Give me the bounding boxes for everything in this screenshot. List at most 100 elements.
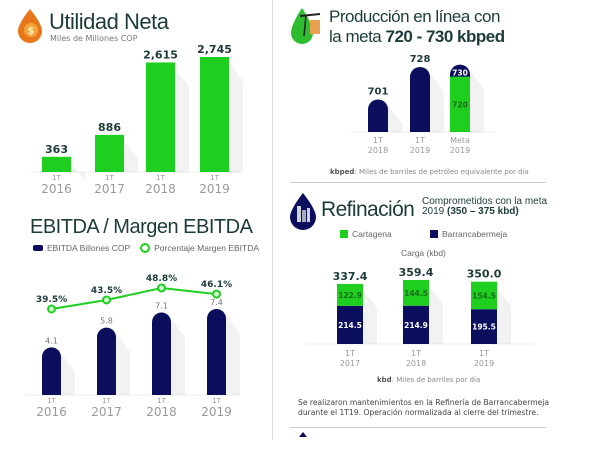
bar-shadow — [497, 287, 511, 344]
margin-label: 43.5% — [91, 286, 122, 296]
ebitda-bar — [42, 347, 61, 395]
category-label-line1: 1T — [411, 349, 421, 358]
total-label: 337.4 — [333, 270, 368, 283]
refinacion-subtitle-line1: Comprometidos con la meta — [422, 196, 548, 207]
description-line1: Se realizaron mantenimientos en la Refin… — [298, 398, 550, 407]
total-label: 350.0 — [467, 268, 502, 281]
utilidad-subtitle: Miles de Millones COP — [50, 34, 138, 43]
bar — [200, 57, 229, 172]
category-label-line2: 2019 — [410, 146, 430, 155]
refinacion-chart-label: Carga (kbd) — [401, 248, 446, 258]
subtitle-year: 2019 — [422, 206, 448, 217]
stacked-segment-cartagena — [471, 281, 497, 310]
margin-label: 39.5% — [36, 295, 67, 305]
category-quarter-label: 1T — [157, 397, 166, 405]
svg-text:$: $ — [28, 26, 35, 37]
margin-line — [51, 286, 217, 310]
subtitle-range: (350 – 375 kbd) — [447, 206, 519, 217]
stacked-segment-barrancabermeja — [337, 305, 363, 344]
margin-point — [102, 295, 111, 305]
ebitda-bar — [152, 312, 171, 395]
legend-bar-label: EBITDA Billones COP — [47, 243, 131, 253]
category-quarter-label: 1T — [210, 174, 219, 182]
category-year-label: 2016 — [36, 405, 67, 419]
production-bar — [410, 67, 430, 132]
stacked-segment-cartagena — [337, 283, 363, 306]
footnote-abbr: kbped — [330, 168, 355, 176]
ebitda-bar — [97, 327, 116, 395]
footnote-text: : Miles de barriles de petróleo equivale… — [354, 168, 529, 176]
ebitda-legend: EBITDA Billones COP Porcentaje Margen EB… — [33, 243, 259, 253]
legend-green-swatch — [340, 230, 348, 238]
refinacion-title: Refinación — [321, 198, 415, 221]
segment-label: 144.5 — [404, 289, 428, 298]
margin-point — [47, 304, 56, 314]
target-high-label: 730 — [452, 69, 468, 78]
legend-green-label: Cartagena — [352, 229, 392, 239]
bar-shadow — [175, 68, 189, 172]
category-label-line1: 1T — [415, 136, 425, 145]
stacked-segment-cartagena — [403, 280, 429, 306]
category-label-line2: 2018 — [368, 146, 388, 155]
category-label-line1: 1T — [373, 136, 383, 145]
production-value-label: 701 — [368, 87, 389, 98]
bar-shadow — [171, 318, 185, 395]
bar — [95, 134, 124, 172]
category-quarter-label: 1T — [47, 397, 56, 405]
legend-navy-label: Barrancabermeja — [442, 229, 508, 239]
bar-shadow — [363, 289, 377, 344]
category-label-line2: 2019 — [474, 359, 494, 368]
refinacion-subtitle-line2: 2019 (350 – 375 kbd) — [422, 207, 547, 217]
segment-label: 195.5 — [472, 323, 496, 332]
segment-label: 214.5 — [338, 321, 362, 330]
target-low-bar — [450, 76, 470, 132]
ebitda-bar-label: 4.1 — [45, 336, 58, 345]
ebitda-bar-label: 5.8 — [100, 317, 113, 326]
segment-label: 214.9 — [404, 321, 428, 330]
category-quarter-label: 1T — [156, 174, 165, 182]
bar-value-label: 2,615 — [143, 48, 178, 61]
category-year-label: 2018 — [146, 405, 177, 419]
target-low-label: 720 — [452, 100, 468, 109]
produccion-divider — [290, 182, 546, 183]
ebitda-bar-label: 7.4 — [210, 298, 223, 307]
category-label-line1: 1T — [479, 349, 489, 358]
bar-shadow — [116, 333, 130, 395]
category-year-label: 2017 — [91, 405, 122, 419]
triangle-icon — [299, 432, 307, 437]
bar-shadow — [470, 70, 484, 132]
category-year-label: 2019 — [201, 405, 232, 419]
category-year-label: 2017 — [94, 182, 125, 196]
ebitda-bar — [207, 309, 226, 395]
stacked-segment-barrancabermeja — [403, 305, 429, 344]
category-label-line2: 2019 — [450, 146, 470, 155]
bar-value-label: 886 — [98, 121, 121, 134]
category-quarter-label: 1T — [212, 397, 221, 405]
refinacion-legend-barranca: Barrancabermeja — [430, 229, 507, 239]
footnote-abbr: kbd — [377, 376, 392, 384]
utilidad-icon: $ — [16, 9, 44, 43]
segment-label: 122.9 — [338, 291, 362, 300]
legend-bar-swatch — [33, 245, 43, 251]
category-quarter-label: 1T — [52, 174, 61, 182]
bar-shadow — [71, 162, 85, 181]
margin-label: 46.1% — [201, 280, 232, 290]
margin-point — [157, 283, 166, 293]
produccion-icon — [290, 6, 322, 46]
utilidad-title: Utilidad Neta — [49, 9, 169, 34]
produccion-title-line1: Producción en línea con — [329, 7, 500, 26]
produccion-footnote: kbped: Miles de barriles de petróleo equ… — [330, 168, 529, 176]
category-label-line2: 2017 — [340, 359, 360, 368]
bar-shadow — [388, 105, 402, 132]
margin-point — [212, 289, 221, 299]
bar-value-label: 2,745 — [197, 43, 232, 56]
bar-shadow — [229, 63, 243, 172]
bar — [42, 156, 71, 172]
production-bar — [368, 99, 388, 132]
produccion-title-target: 720 - 730 kbped — [385, 27, 505, 46]
bar-shadow — [124, 140, 138, 172]
footnote-text: : Miles de barriles por día — [391, 376, 481, 384]
bar-shadow — [226, 315, 240, 395]
category-year-label: 2018 — [145, 182, 176, 196]
